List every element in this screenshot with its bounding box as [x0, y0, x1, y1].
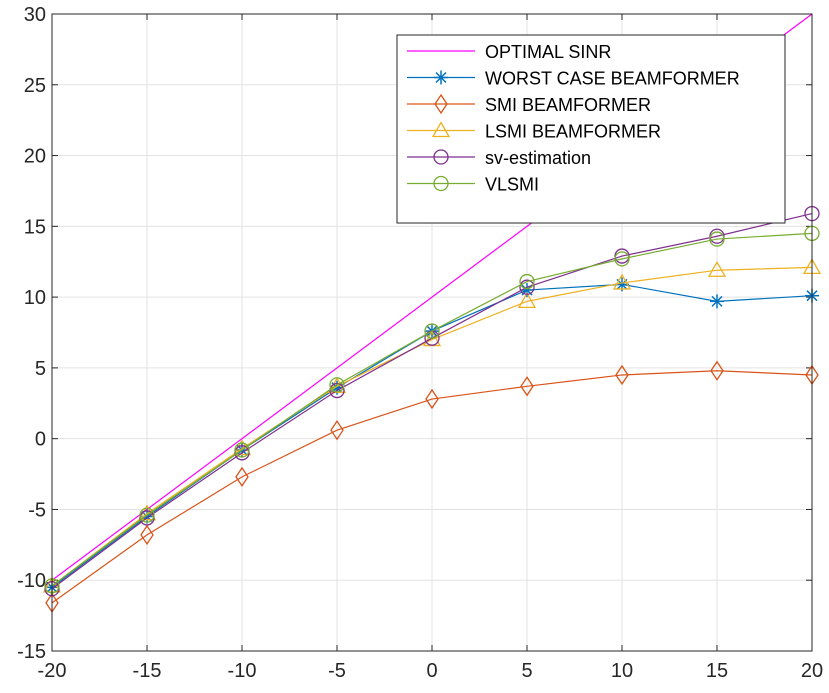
- x-tick-label: 20: [801, 660, 823, 682]
- legend-label: WORST CASE BEAMFORMER: [485, 69, 740, 89]
- legend-entry: SMI BEAMFORMER: [407, 93, 651, 115]
- diamond-marker: [330, 420, 344, 441]
- diamond-marker: [425, 388, 439, 410]
- legend-entry: LSMI BEAMFORMER: [407, 121, 661, 142]
- plot-frame: [51, 13, 813, 652]
- triangle-marker: [517, 292, 537, 309]
- triangle-marker: [707, 260, 727, 277]
- legend: OPTIMAL SINR WORST CASE BEAMFORMER SMI BEA…: [396, 34, 786, 224]
- x-tick-label: -15: [133, 660, 162, 682]
- x-tick-label: 0: [426, 660, 437, 682]
- x-tick-label: 15: [706, 660, 728, 682]
- x-tick-label: -20: [38, 660, 67, 682]
- y-tick-label: 0: [35, 429, 46, 451]
- y-tick-label: 15: [24, 216, 46, 238]
- legend-label: SMI BEAMFORMER: [485, 95, 651, 115]
- circle-marker: [424, 323, 440, 339]
- x-axis-tick-labels: -20 -15 -10 -5 0 5 10 15 20: [38, 14, 823, 682]
- legend-label: LSMI BEAMFORMER: [485, 122, 661, 142]
- circle-marker: [614, 251, 630, 267]
- legend-entry: WORST CASE BEAMFORMER: [407, 69, 740, 89]
- asterisk-marker: [435, 71, 447, 84]
- circle-marker: [234, 442, 250, 458]
- y-tick-label: -10: [17, 570, 46, 592]
- circle-marker: [433, 175, 449, 192]
- diamond-marker: [140, 524, 154, 546]
- x-tick-label: -10: [228, 660, 257, 682]
- legend-label: OPTIMAL SINR: [485, 42, 611, 62]
- legend-box: [396, 34, 786, 224]
- series-line: [51, 370, 813, 604]
- y-tick-label: -15: [17, 641, 46, 663]
- diamond-marker: [710, 360, 724, 381]
- legend-entry: OPTIMAL SINR: [407, 42, 611, 62]
- legend-label: VLSMI: [485, 175, 539, 195]
- triangle-marker: [612, 273, 632, 290]
- legend-entry: VLSMI: [407, 175, 539, 195]
- triangle-marker: [431, 121, 451, 138]
- x-tick-label: -5: [328, 660, 346, 682]
- asterisk-marker: [711, 295, 723, 307]
- y-tick-label: 30: [24, 4, 46, 26]
- circle-marker: [433, 149, 449, 165]
- x-tick-label: 10: [611, 660, 633, 682]
- circle-marker: [329, 377, 345, 393]
- diamond-marker: [520, 376, 534, 397]
- circle-marker: [519, 273, 535, 290]
- y-tick-label: 10: [24, 287, 46, 309]
- y-tick-label: -5: [28, 499, 46, 521]
- circle-marker: [139, 507, 155, 523]
- circle-marker: [329, 382, 345, 399]
- y-tick-label: 5: [35, 358, 46, 380]
- series-vlsmi: [44, 225, 820, 594]
- y-axis-tick-labels: -15 -10 -5 0 5 10 15 20 25 30: [17, 4, 812, 663]
- series-line: [51, 266, 813, 587]
- circle-marker: [709, 231, 725, 247]
- x-tick-label: 5: [521, 660, 532, 682]
- legend-entry: sv-estimation: [407, 148, 591, 168]
- circle-marker: [519, 279, 535, 295]
- diamond-marker: [615, 364, 629, 386]
- y-tick-label: 20: [24, 146, 46, 168]
- diamond-marker: [434, 93, 448, 115]
- series-line: [51, 232, 813, 587]
- legend-label: sv-estimation: [485, 148, 591, 168]
- y-tick-label: 25: [24, 75, 46, 97]
- diamond-marker: [235, 466, 249, 488]
- series-smi-beamformer: [45, 360, 819, 614]
